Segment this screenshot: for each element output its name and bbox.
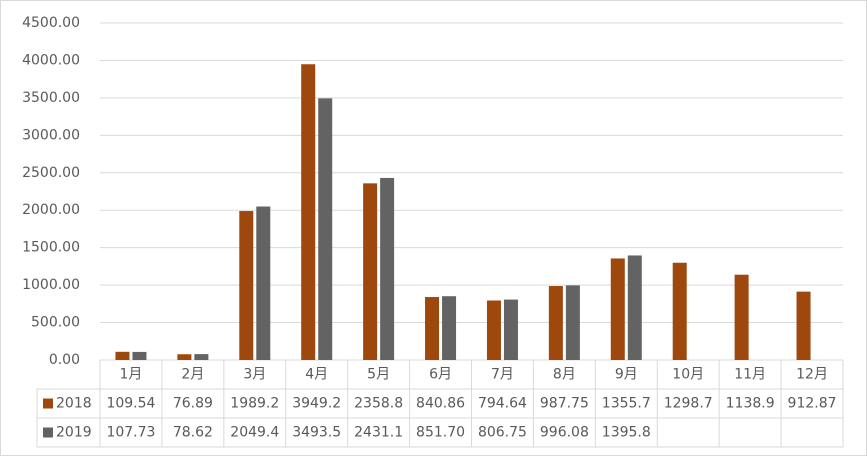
table-value: 851.70 [416,425,465,441]
x-tick-label: 3月 [243,367,266,383]
table-value: 987.75 [540,396,589,412]
table-value: 1355.7 [602,396,651,412]
bar [565,285,580,360]
x-tick-label: 5月 [367,367,390,383]
y-tick-label: 4000.00 [22,52,80,68]
table-value: 840.86 [416,396,465,412]
y-tick-label: 3000.00 [22,127,80,143]
bar [194,354,209,360]
table-value: 1989.2 [230,396,279,412]
y-tick-label: 1500.00 [22,240,80,256]
table-value: 912.87 [788,396,837,412]
bar [177,354,192,360]
y-tick-label: 2000.00 [22,202,80,218]
table-value: 109.54 [106,396,155,412]
bar [548,286,563,360]
legend-label: 2019 [56,425,92,441]
y-tick-label: 500.00 [31,315,80,331]
bar [239,211,254,360]
table-value: 76.89 [173,396,213,412]
table-value: 2431.1 [354,425,403,441]
x-tick-label: 4月 [305,367,328,383]
bar [425,297,440,360]
table-value: 3493.5 [292,425,341,441]
bar [442,296,457,360]
bar [380,177,395,360]
table-value: 996.08 [540,425,589,441]
bar [132,351,147,360]
x-tick-label: 12月 [796,367,828,383]
table-value: 2358.8 [354,396,403,412]
x-tick-label: 11月 [734,367,766,383]
table-value: 806.75 [478,425,527,441]
bar [363,183,378,360]
bar [301,64,316,360]
table-value: 794.64 [478,396,527,412]
y-tick-label: 2500.00 [22,165,80,181]
x-tick-label: 6月 [429,367,452,383]
bar [503,299,518,360]
y-tick-label: 1000.00 [22,277,80,293]
table-value: 2049.4 [230,425,279,441]
legend-swatch [43,427,53,438]
bar [318,98,333,360]
y-tick-label: 4500.00 [22,15,80,31]
y-tick-label: 0.00 [49,352,80,368]
bar [486,300,501,360]
legend-label: 2018 [56,396,92,412]
x-tick-label: 9月 [615,367,638,383]
bar [115,351,130,360]
bar [256,206,271,360]
table-value: 1138.9 [726,396,775,412]
legend-swatch [43,398,53,409]
y-tick-label: 3500.00 [22,90,80,106]
table-value: 1298.7 [664,396,713,412]
table-value: 1395.8 [602,425,651,441]
bar [796,291,811,360]
table-value: 107.73 [106,425,155,441]
table-value: 78.62 [173,425,213,441]
x-tick-label: 10月 [672,367,704,383]
bar [734,274,749,360]
x-tick-label: 2月 [181,367,204,383]
bar [627,255,642,360]
bar [610,258,625,360]
x-tick-label: 8月 [553,367,576,383]
x-tick-label: 1月 [119,367,142,383]
table-value: 3949.2 [292,396,341,412]
x-tick-label: 7月 [491,367,514,383]
bar [672,262,687,360]
